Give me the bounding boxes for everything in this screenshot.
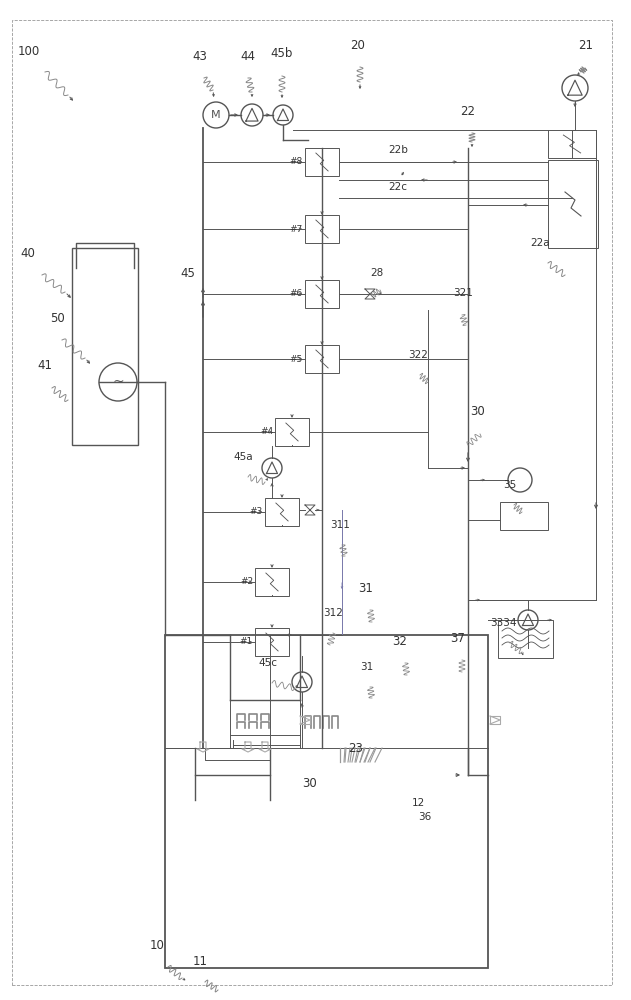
Bar	[548, 160, 598, 248]
Text: 40: 40	[20, 247, 35, 260]
Text: 11: 11	[193, 955, 208, 968]
Text: #6: #6	[290, 290, 303, 298]
Text: 36: 36	[418, 812, 431, 822]
Bar	[265, 498, 299, 526]
Text: 44: 44	[240, 50, 255, 63]
Bar	[548, 130, 596, 158]
Text: 35: 35	[503, 480, 516, 490]
Text: #4: #4	[260, 428, 273, 436]
Text: 3334: 3334	[490, 618, 517, 628]
Text: 311: 311	[330, 520, 350, 530]
Text: #7: #7	[290, 225, 303, 233]
Text: 10: 10	[150, 939, 165, 952]
Bar	[305, 280, 339, 308]
Text: 45c: 45c	[258, 658, 277, 668]
Bar	[255, 628, 289, 656]
Text: 43: 43	[192, 50, 207, 63]
Bar	[72, 248, 138, 445]
Text: 321: 321	[453, 288, 473, 298]
Text: 22: 22	[460, 105, 475, 118]
Bar	[305, 215, 339, 243]
Text: 23: 23	[348, 742, 363, 755]
Text: 45a: 45a	[233, 452, 252, 462]
Text: 45b: 45b	[270, 47, 292, 60]
Text: 30: 30	[470, 405, 485, 418]
Text: 22b: 22b	[388, 145, 408, 155]
Text: M: M	[211, 110, 221, 120]
Bar	[165, 635, 488, 968]
Bar	[275, 418, 309, 446]
Text: #5: #5	[290, 355, 303, 363]
Text: 45: 45	[180, 267, 195, 280]
Bar	[500, 502, 548, 530]
Text: 28: 28	[370, 268, 383, 278]
Text: 41: 41	[37, 359, 52, 372]
Text: #8: #8	[290, 157, 303, 166]
Bar	[498, 620, 553, 658]
Text: #1: #1	[240, 638, 253, 647]
Text: 22c: 22c	[388, 182, 407, 192]
Text: 32: 32	[392, 635, 407, 648]
Text: 30: 30	[302, 777, 317, 790]
Text: 21: 21	[578, 39, 593, 52]
Bar	[255, 568, 289, 596]
Text: 31: 31	[360, 662, 374, 672]
Text: ~: ~	[112, 375, 124, 389]
Text: #2: #2	[240, 578, 253, 586]
Text: 312: 312	[323, 608, 343, 618]
Text: 20: 20	[350, 39, 365, 52]
Text: 31: 31	[358, 582, 373, 595]
Text: 322: 322	[408, 350, 428, 360]
Bar	[305, 148, 339, 176]
Text: 12: 12	[412, 798, 425, 808]
Text: 50: 50	[50, 312, 65, 325]
Bar	[305, 345, 339, 373]
Text: 100: 100	[18, 45, 40, 58]
Text: 37: 37	[450, 632, 465, 645]
Text: 22a: 22a	[530, 238, 550, 248]
Text: #3: #3	[250, 508, 263, 516]
